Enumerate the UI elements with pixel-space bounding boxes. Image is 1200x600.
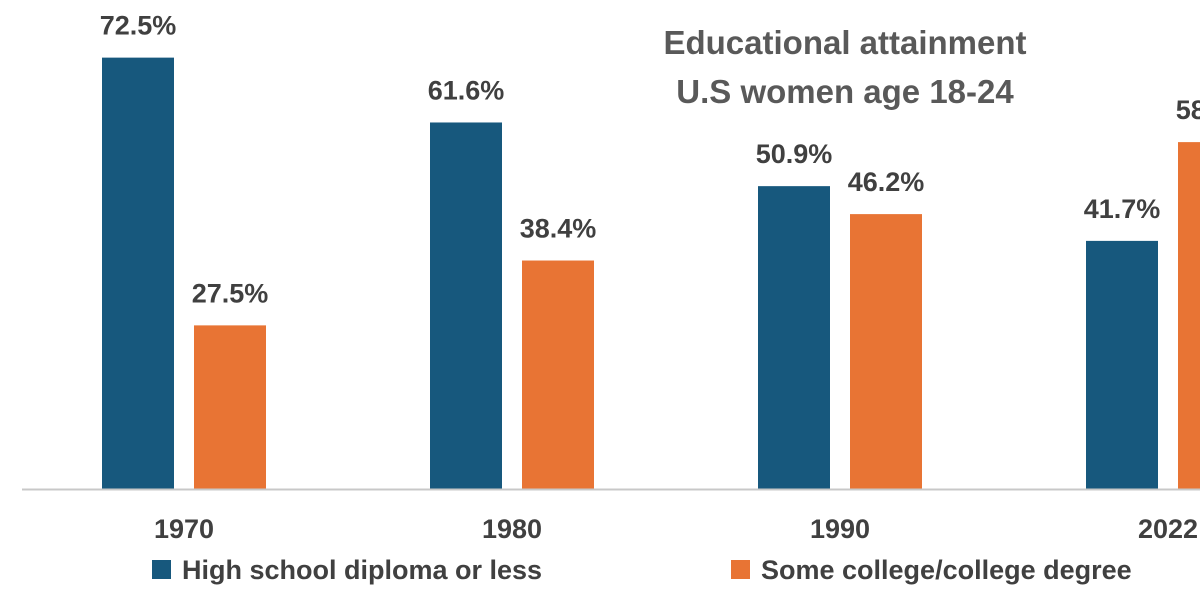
data-label-some-college-college-degree-2022: 58.3%: [1176, 95, 1200, 125]
legend-swatch-high-school-diploma-or-less: [152, 560, 171, 579]
x-tick-label-1990: 1990: [810, 514, 870, 544]
data-label-some-college-college-degree-1980: 38.4%: [520, 214, 597, 244]
bar-high-school-diploma-or-less-2022: [1086, 240, 1158, 489]
legend-label-some-college-college-degree: Some college/college degree: [761, 555, 1132, 585]
bar-high-school-diploma-or-less-1970: [102, 57, 174, 489]
x-tick-labels: 1970 1980 1990 2022: [154, 514, 1198, 544]
data-label-high-school-diploma-or-less-1970: 72.5%: [100, 11, 177, 41]
bar-high-school-diploma-or-less-1980: [430, 122, 502, 489]
x-tick-label-1980: 1980: [482, 514, 542, 544]
bar-some-college-college-degree-2022: [1178, 142, 1200, 490]
x-tick-label-1970: 1970: [154, 514, 214, 544]
data-label-high-school-diploma-or-less-1980: 61.6%: [428, 75, 505, 105]
bar-some-college-college-degree-1980: [522, 260, 594, 489]
data-label-some-college-college-degree-1970: 27.5%: [192, 278, 269, 308]
bar-some-college-college-degree-1970: [194, 325, 266, 489]
data-label-high-school-diploma-or-less-1990: 50.9%: [756, 139, 833, 169]
data-labels-layer: 72.5% 27.5% 61.6% 38.4% 50.9% 46.2% 41.7% 58.3%: [100, 11, 1200, 309]
x-tick-label-2022: 2022: [1138, 514, 1198, 544]
bars-layer: [102, 57, 1200, 490]
chart-subtitle: U.S women age 18-24: [676, 73, 1014, 110]
chart-title: Educational attainment: [663, 24, 1026, 61]
legend-swatch-some-college-college-degree: [731, 560, 750, 579]
legend-label-high-school-diploma-or-less: High school diploma or less: [182, 555, 542, 585]
bar-high-school-diploma-or-less-1990: [758, 186, 830, 489]
data-label-high-school-diploma-or-less-2022: 41.7%: [1084, 194, 1161, 224]
legend: High school diploma or less Some college/…: [152, 555, 1132, 585]
bar-some-college-college-degree-1990: [850, 214, 922, 490]
data-label-some-college-college-degree-1990: 46.2%: [848, 167, 925, 197]
